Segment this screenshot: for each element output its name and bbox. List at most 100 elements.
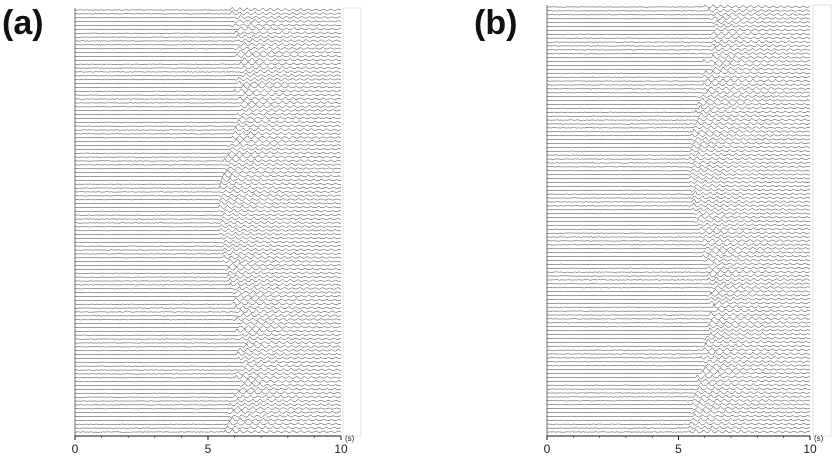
- trace-line: [74, 185, 342, 190]
- trace-line: [74, 188, 342, 194]
- trace-line: [546, 121, 811, 125]
- trace-line: [74, 103, 342, 108]
- trace-line: [547, 78, 811, 83]
- trace-line: [74, 382, 342, 387]
- x-tick-label: 0: [72, 442, 79, 456]
- trace-line: [546, 31, 811, 36]
- trace-line: [74, 243, 342, 248]
- trace-line: [74, 332, 342, 337]
- trace-line: [74, 417, 342, 422]
- trace-line: [547, 140, 811, 145]
- trace-line: [74, 88, 342, 93]
- trace-line: [74, 158, 342, 163]
- trace-line: [546, 355, 811, 360]
- channel-label-column: [812, 4, 832, 437]
- trace-line: [546, 254, 811, 258]
- trace-line: [74, 204, 342, 209]
- trace-line: [546, 148, 811, 153]
- trace-line: [546, 421, 811, 426]
- trace-line: [546, 214, 811, 219]
- trace-line: [546, 351, 811, 356]
- trace-line: [546, 266, 811, 270]
- trace-line: [546, 4, 811, 8]
- trace-line: [74, 336, 342, 341]
- trace-line: [546, 69, 811, 75]
- trace-line: [74, 394, 342, 399]
- trace-line: [546, 230, 811, 235]
- trace-line: [74, 293, 342, 298]
- trace-line: [74, 46, 342, 50]
- trace-line: [74, 147, 342, 151]
- x-tick-label: 10: [803, 442, 817, 456]
- trace-line: [546, 125, 811, 130]
- trace-line: [546, 393, 811, 398]
- trace-line: [74, 398, 342, 403]
- trace-line: [546, 195, 811, 200]
- trace-line: [74, 112, 342, 116]
- trace-line: [546, 308, 811, 313]
- channel-label-column: [342, 7, 362, 437]
- trace-line: [74, 26, 342, 31]
- trace-line: [74, 425, 342, 430]
- trace-line: [546, 269, 811, 274]
- trace-line: [74, 406, 342, 410]
- trace-line: [546, 109, 811, 114]
- trace-line: [74, 378, 342, 383]
- trace-line: [74, 363, 342, 368]
- trace-line: [74, 247, 342, 252]
- trace-line: [546, 234, 811, 239]
- trace-line: [546, 284, 811, 289]
- trace-line: [546, 179, 811, 184]
- trace-line: [546, 202, 811, 207]
- trace-line: [74, 61, 342, 66]
- trace-line: [546, 401, 811, 406]
- trace-line: [546, 43, 811, 48]
- trace-line: [546, 363, 811, 367]
- trace-line: [75, 119, 342, 124]
- trace-line: [74, 135, 342, 140]
- trace-line: [546, 242, 811, 246]
- trace-line: [546, 246, 811, 250]
- trace-line: [546, 74, 811, 79]
- x-unit-label: (s): [345, 434, 355, 443]
- trace-line: [546, 409, 811, 414]
- trace-line: [546, 101, 811, 106]
- trace-line: [546, 117, 811, 122]
- trace-line: [546, 319, 811, 325]
- trace-line: [74, 177, 342, 182]
- x-unit-label: (s): [814, 434, 824, 443]
- trace-line: [74, 76, 342, 81]
- trace-line: [546, 129, 811, 133]
- trace-line: [74, 200, 342, 205]
- trace-line: [74, 15, 342, 19]
- trace-line: [546, 62, 811, 67]
- trace-line: [546, 27, 811, 32]
- trace-line: [74, 325, 342, 329]
- trace-line: [74, 301, 342, 306]
- trace-line: [546, 390, 811, 395]
- trace-line: [74, 126, 342, 132]
- traces: [546, 4, 811, 434]
- trace-line: [546, 277, 811, 282]
- trace-line: [74, 84, 342, 89]
- trace-line: [74, 277, 342, 283]
- trace-line: [74, 413, 342, 418]
- trace-line: [546, 183, 811, 188]
- trace-line: [546, 289, 811, 293]
- trace-line: [74, 10, 342, 16]
- trace-line: [74, 409, 342, 414]
- trace-line: [546, 428, 811, 434]
- trace-line: [546, 273, 811, 278]
- trace-line: [74, 386, 342, 391]
- trace-line: [546, 12, 811, 16]
- trace-line: [546, 327, 811, 332]
- trace-line: [74, 68, 342, 73]
- trace-line: [546, 378, 811, 383]
- trace-line: [74, 122, 342, 128]
- trace-line: [546, 397, 811, 402]
- trace-line: [74, 227, 342, 232]
- trace-line: [74, 343, 342, 348]
- trace-line: [546, 374, 810, 379]
- trace-line: [74, 359, 342, 364]
